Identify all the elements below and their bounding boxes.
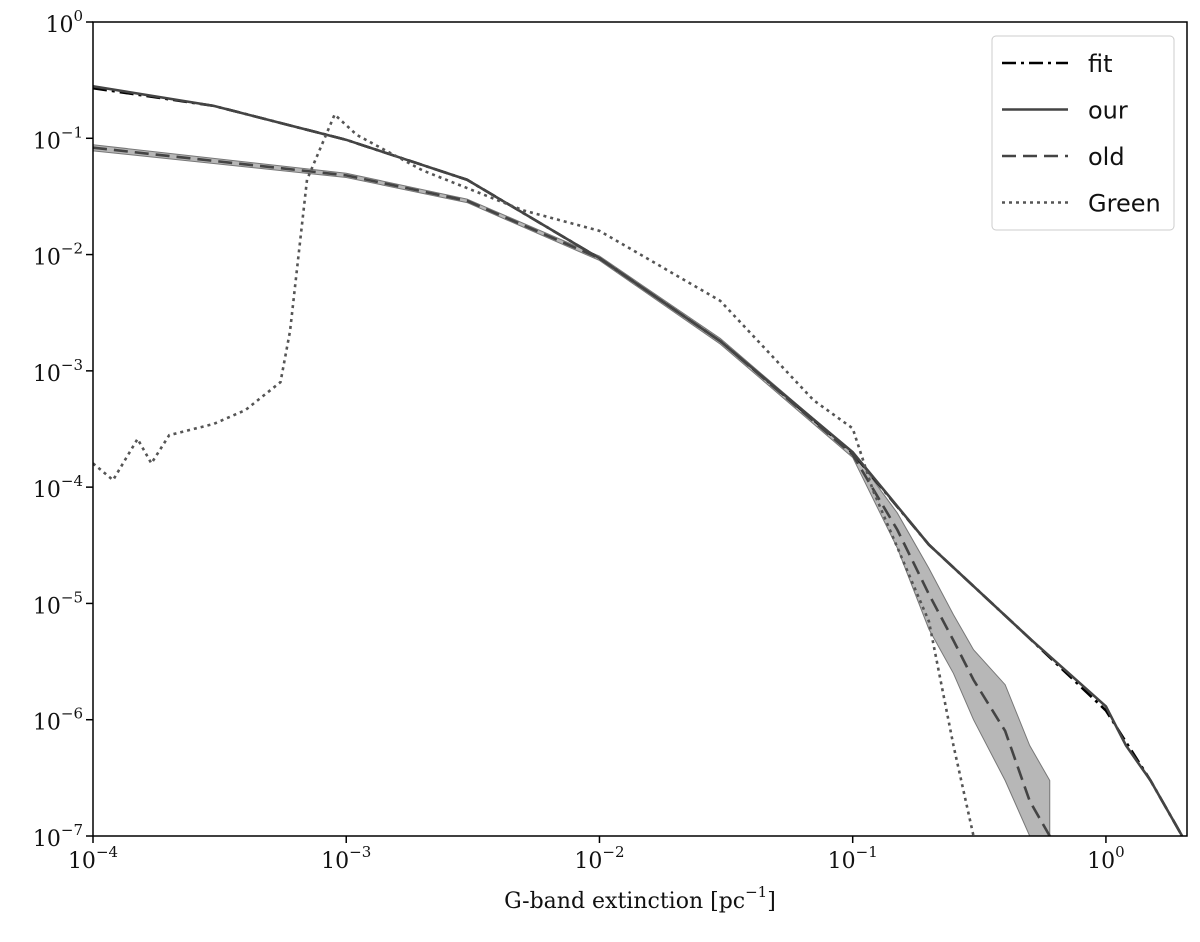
x-tick-label: 10−4: [68, 843, 118, 874]
y-tick-label: 10−6: [33, 705, 83, 736]
y-tick-label: 10−4: [33, 472, 83, 503]
x-tick-label: 10−1: [828, 843, 878, 874]
uncertainty-band: [93, 144, 1051, 836]
series-line: [93, 112, 975, 836]
series-line: [93, 146, 1051, 836]
x-tick-label: 10−3: [321, 843, 371, 874]
x-axis-label: G-band extinction [pc−1]: [504, 883, 776, 914]
plot-frame: [92, 21, 1188, 837]
y-tick-label: 10−2: [33, 240, 83, 271]
x-tick-label: 10−2: [574, 843, 624, 874]
y-tick-label: 10−1: [33, 123, 83, 154]
y-tick-label: 10−7: [33, 821, 83, 852]
y-tick-label: 10−5: [33, 588, 83, 619]
legend-label: fit: [1088, 50, 1113, 78]
legend-label: old: [1088, 143, 1125, 171]
y-tick-label: 10−3: [33, 356, 83, 387]
legend-box: [991, 35, 1175, 231]
series-line: [93, 85, 1184, 836]
x-tick-label: 100: [1087, 843, 1125, 874]
y-tick-label: 100: [45, 7, 83, 38]
legend-label: our: [1088, 97, 1128, 125]
legend-label: Green: [1088, 190, 1161, 218]
